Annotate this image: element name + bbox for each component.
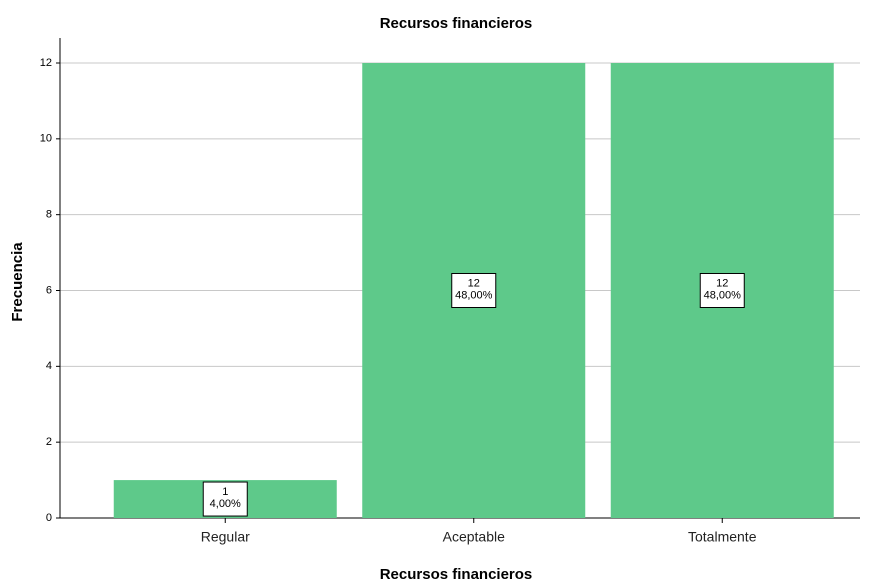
chart-title: Recursos financieros	[380, 15, 533, 32]
y-tick-label: 2	[46, 436, 52, 448]
y-tick-label: 8	[46, 209, 52, 221]
x-tick-label: Totalmente	[688, 529, 757, 545]
data-label-percent: 48,00%	[455, 289, 493, 301]
y-tick-label: 0	[46, 512, 52, 524]
y-tick-label: 10	[40, 133, 52, 145]
data-label-box	[699, 273, 745, 308]
x-tick-label: Aceptable	[443, 529, 505, 545]
data-label-percent: 48,00%	[704, 289, 742, 301]
data-label-box	[451, 273, 497, 308]
x-axis-title: Recursos financieros	[380, 566, 533, 583]
y-axis-title: Frecuencia	[9, 242, 26, 322]
x-tick-label: Regular	[201, 529, 250, 545]
y-tick-label: 4	[46, 360, 52, 372]
data-label: 1	[222, 486, 228, 498]
data-label-box	[202, 481, 248, 517]
data-label: 12	[716, 277, 728, 289]
data-label: 12	[468, 277, 480, 289]
y-tick-label: 6	[46, 284, 52, 296]
y-tick-label: 12	[40, 57, 52, 69]
data-label-percent: 4,00%	[210, 498, 241, 510]
